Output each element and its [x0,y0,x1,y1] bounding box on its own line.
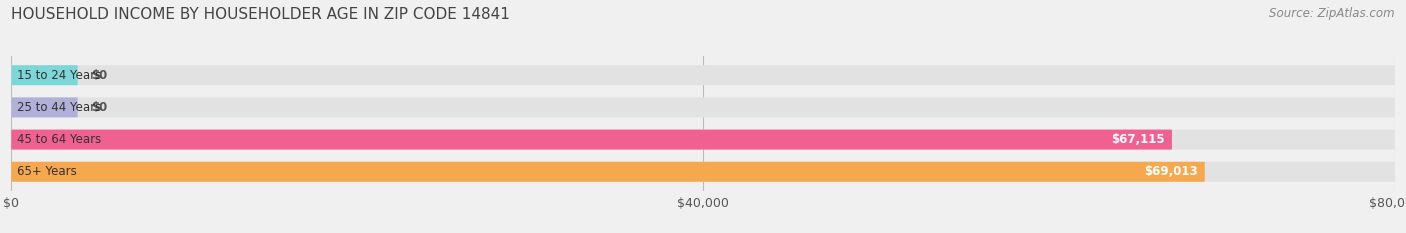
Text: Source: ZipAtlas.com: Source: ZipAtlas.com [1270,7,1395,20]
Text: $0: $0 [91,101,108,114]
Text: 25 to 44 Years: 25 to 44 Years [17,101,101,114]
Text: $67,115: $67,115 [1111,133,1166,146]
Text: 15 to 24 Years: 15 to 24 Years [17,69,101,82]
FancyBboxPatch shape [11,97,77,117]
FancyBboxPatch shape [11,130,1395,150]
Text: $69,013: $69,013 [1144,165,1198,178]
Text: 45 to 64 Years: 45 to 64 Years [17,133,101,146]
Text: $0: $0 [91,69,108,82]
FancyBboxPatch shape [11,162,1205,182]
FancyBboxPatch shape [11,65,77,85]
Text: 65+ Years: 65+ Years [17,165,76,178]
FancyBboxPatch shape [11,162,1395,182]
Text: HOUSEHOLD INCOME BY HOUSEHOLDER AGE IN ZIP CODE 14841: HOUSEHOLD INCOME BY HOUSEHOLDER AGE IN Z… [11,7,510,22]
FancyBboxPatch shape [11,130,1173,150]
FancyBboxPatch shape [11,65,1395,85]
FancyBboxPatch shape [11,97,1395,117]
